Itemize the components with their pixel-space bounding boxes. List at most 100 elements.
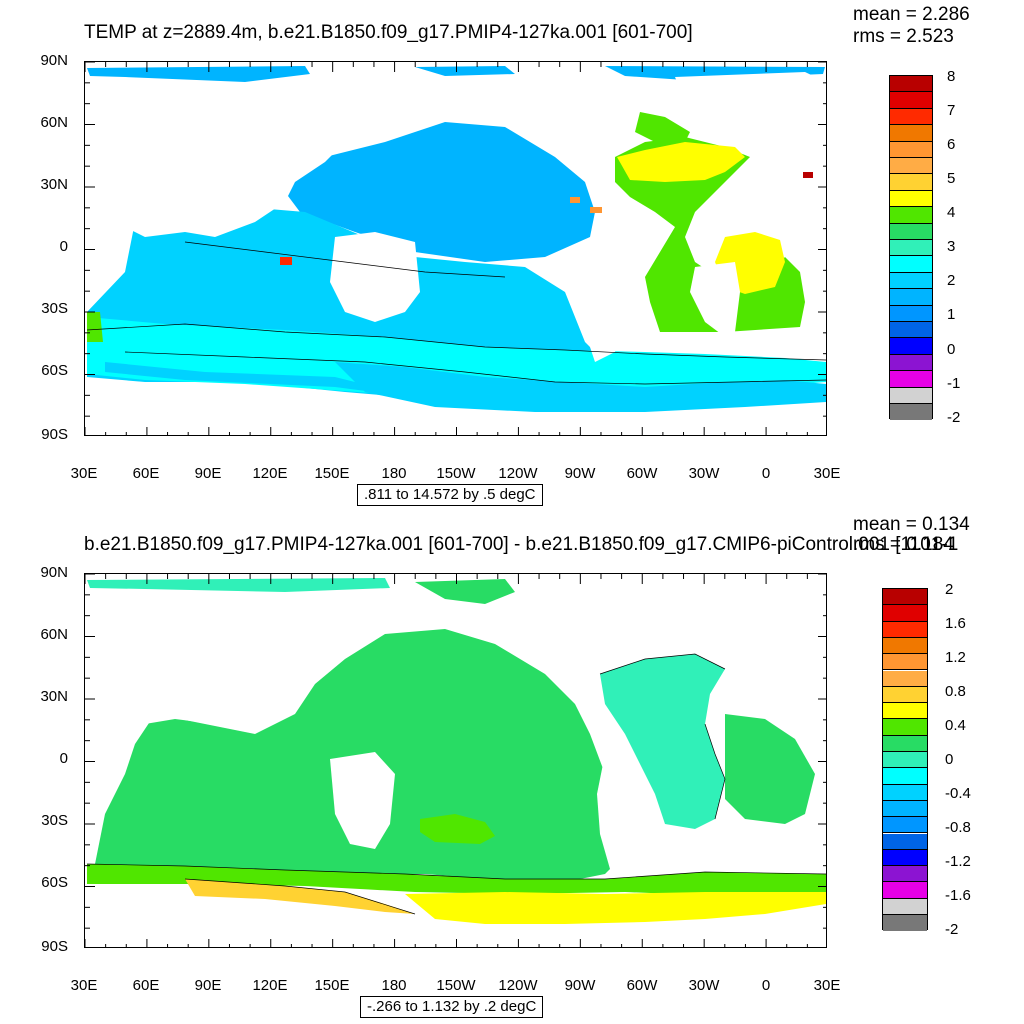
bottom-colorbar-label: -1.2 (945, 853, 971, 870)
bottom-colorbar-box (883, 898, 927, 915)
bottom-lon-label: 30E (70, 977, 98, 994)
bottom-colorbar-box (883, 784, 927, 801)
top-lat-label: 60N (40, 114, 68, 131)
top-mean-stat: mean = 2.286 (853, 4, 970, 25)
top-colorbar-box (890, 207, 932, 224)
top-colorbar-box (890, 223, 932, 240)
top-lat-label: 0 (59, 238, 68, 255)
top-lat-label: 60S (41, 362, 68, 379)
top-colorbar-label: 4 (947, 204, 956, 221)
bottom-mean-stat: mean = 0.134 (853, 514, 970, 535)
bottom-lon-label: 0 (761, 977, 771, 994)
top-colorbar-box (890, 322, 932, 339)
bottom-lon-label: 180 (381, 977, 407, 994)
bottom-colorbar-box (883, 605, 927, 622)
top-colorbar-box (890, 92, 932, 109)
top-colorbar-box (890, 76, 932, 93)
top-lon-label: 90E (194, 465, 222, 482)
top-map-field (85, 62, 826, 435)
top-colorbar-box (890, 354, 932, 372)
top-colorbar-label: 6 (947, 136, 956, 153)
bottom-lat-label: 90S (41, 938, 68, 955)
bottom-lon-label: 120E (252, 977, 288, 994)
top-colorbar-box (890, 404, 932, 420)
bottom-colorbar-label: 2 (945, 581, 954, 598)
bottom-colorbar-box (883, 589, 927, 606)
top-range-box: .811 to 14.572 by .5 degC (357, 484, 543, 506)
bottom-lon-label: 30W (688, 977, 720, 994)
bottom-lon-label: 150E (314, 977, 350, 994)
bottom-lat-label: 0 (59, 750, 68, 767)
top-lon-label: 0 (761, 465, 771, 482)
top-lat-label: 90N (40, 52, 68, 69)
top-colorbar-label: -1 (947, 375, 961, 392)
bottom-colorbar-box (883, 833, 927, 850)
bottom-lon-label: 120W (498, 977, 538, 994)
bottom-lon-label: 30E (813, 977, 841, 994)
bottom-colorbar-box (883, 686, 927, 704)
axis-ticks (85, 574, 826, 947)
bottom-colorbar-label: -0.4 (945, 785, 971, 802)
bottom-colorbar-box (883, 670, 927, 687)
bottom-colorbar-box (883, 915, 927, 931)
top-rms-stat: rms = 2.523 (853, 26, 954, 47)
bottom-colorbar-label: 0.8 (945, 683, 966, 700)
bottom-colorbar (882, 588, 928, 931)
top-colorbar-box (890, 158, 932, 175)
bottom-colorbar-label: 1.2 (945, 649, 966, 666)
top-colorbar-label: 1 (947, 306, 956, 323)
bottom-colorbar-label: -2 (945, 921, 959, 938)
top-lon-label: 120E (252, 465, 288, 482)
top-lon-label: 150E (314, 465, 350, 482)
top-lon-label: 60E (132, 465, 160, 482)
bottom-colorbar-box (883, 849, 927, 867)
bottom-range-box: -.266 to 1.132 by .2 degC (360, 996, 544, 1018)
bottom-colorbar-box (883, 654, 927, 671)
bottom-lon-label: 60E (132, 977, 160, 994)
bottom-colorbar-label: 0.4 (945, 717, 966, 734)
top-colorbar-label: 7 (947, 102, 956, 119)
bottom-colorbar-box (883, 621, 927, 638)
bottom-colorbar-label: -1.6 (945, 887, 971, 904)
bottom-map-field (85, 574, 826, 947)
top-lon-label: 90W (564, 465, 596, 482)
top-colorbar-box (890, 256, 932, 273)
top-lon-label: 30E (813, 465, 841, 482)
axis-ticks (85, 62, 826, 435)
top-colorbar-box (890, 272, 932, 290)
bottom-colorbar-box (883, 703, 927, 720)
top-colorbar-box (890, 338, 932, 355)
bottom-lat-label: 30N (40, 688, 68, 705)
bottom-lon-label: 90E (194, 977, 222, 994)
top-colorbar (889, 75, 933, 420)
bottom-panel: b.e21.B1850.f09_g17.PMIP4-127ka.001 [601… (0, 512, 1024, 1024)
top-colorbar-box (890, 190, 932, 208)
top-lon-label: 180 (381, 465, 407, 482)
top-lat-label: 30S (41, 300, 68, 317)
top-colorbar-label: 5 (947, 170, 956, 187)
top-lon-label: 120W (498, 465, 538, 482)
top-colorbar-box (890, 240, 932, 257)
bottom-panel-title: b.e21.B1850.f09_g17.PMIP4-127ka.001 [601… (84, 534, 959, 555)
top-lat-label: 30N (40, 176, 68, 193)
bottom-lon-label: 60W (626, 977, 658, 994)
bottom-colorbar-box (883, 866, 927, 883)
top-map (84, 61, 827, 436)
bottom-lon-label: 150W (436, 977, 476, 994)
bottom-colorbar-box (883, 882, 927, 899)
bottom-colorbar-box (883, 768, 927, 785)
bottom-lon-label: 90W (564, 977, 596, 994)
top-colorbar-box (890, 371, 932, 388)
bottom-lat-label: 60S (41, 874, 68, 891)
top-lat-label: 90S (41, 426, 68, 443)
bottom-colorbar-box (883, 817, 927, 834)
bottom-colorbar-box (883, 735, 927, 752)
bottom-colorbar-box (883, 719, 927, 736)
bottom-lat-label: 30S (41, 812, 68, 829)
top-panel-title: TEMP at z=2889.4m, b.e21.B1850.f09_g17.P… (84, 22, 693, 43)
top-colorbar-label: 2 (947, 272, 956, 289)
bottom-colorbar-box (883, 800, 927, 818)
top-colorbar-box (890, 289, 932, 306)
top-colorbar-label: -2 (947, 409, 961, 426)
top-panel: TEMP at z=2889.4m, b.e21.B1850.f09_g17.P… (40, 4, 970, 506)
